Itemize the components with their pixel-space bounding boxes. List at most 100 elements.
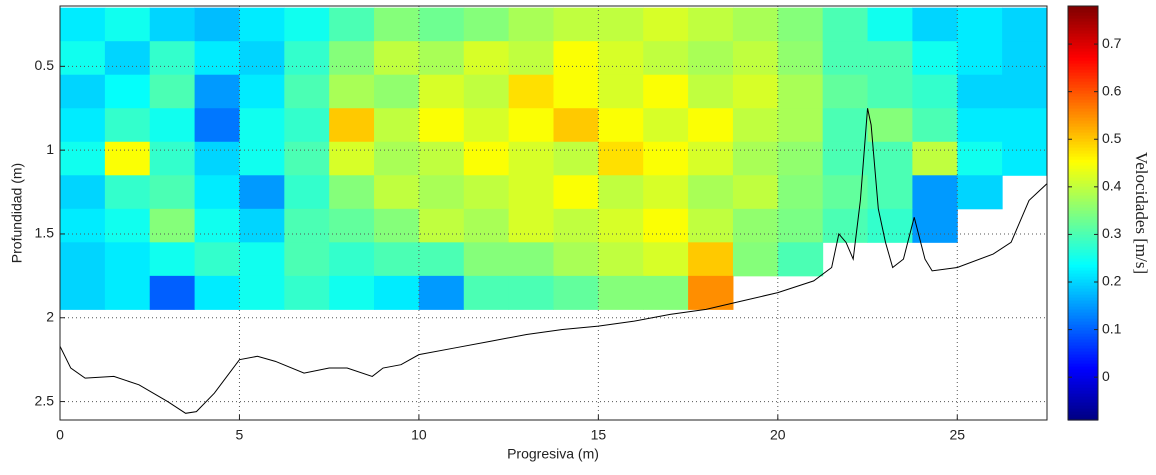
colorbar-swatch: [1068, 336, 1098, 340]
heatmap-cell: [777, 242, 824, 277]
colorbar-swatch: [1068, 342, 1098, 346]
colorbar-swatch: [1068, 135, 1098, 139]
colorbar-swatch: [1068, 132, 1098, 136]
colorbar-swatch: [1068, 270, 1098, 274]
colorbar-swatch: [1068, 174, 1098, 178]
heatmap-cell: [732, 242, 779, 277]
colorbar-swatch: [1068, 204, 1098, 208]
heatmap-cell: [688, 108, 734, 143]
heatmap-cell: [194, 208, 240, 243]
colorbar-swatch: [1068, 291, 1098, 295]
colorbar-swatch: [1068, 27, 1098, 31]
heatmap-cell: [822, 208, 869, 243]
heatmap-cell: [284, 108, 330, 143]
heatmap-cell: [688, 208, 734, 243]
heatmap-cell: [60, 108, 106, 143]
colorbar-tick-label: 0.2: [1102, 273, 1122, 289]
colorbar-swatch: [1068, 96, 1098, 100]
x-tick-label: 20: [770, 427, 786, 443]
heatmap-cell: [104, 208, 151, 243]
colorbar-swatch: [1068, 252, 1098, 256]
x-tick-label: 15: [591, 427, 607, 443]
colorbar-swatch: [1068, 39, 1098, 43]
heatmap-cell: [1002, 41, 1047, 76]
heatmap-cell: [329, 41, 375, 76]
colorbar-swatch: [1068, 75, 1098, 79]
colorbar-tick-label: 0.3: [1102, 225, 1122, 241]
heatmap-cell: [553, 208, 599, 243]
heatmap-cell: [463, 7, 510, 42]
colorbar-swatch: [1068, 405, 1098, 409]
heatmap-cell: [867, 7, 913, 42]
colorbar-swatch: [1068, 225, 1098, 229]
heatmap-cell: [688, 41, 734, 76]
colorbar-swatch: [1068, 417, 1098, 421]
heatmap-cell: [1002, 74, 1047, 109]
heatmap-cell: [418, 175, 465, 210]
heatmap-cell: [822, 108, 869, 143]
heatmap-cell: [643, 208, 689, 243]
colorbar-swatch: [1068, 6, 1098, 10]
colorbar-swatch: [1068, 84, 1098, 88]
heatmap-cell: [329, 7, 375, 42]
colorbar-swatch: [1068, 45, 1098, 49]
heatmap-cell: [149, 275, 196, 310]
colorbar-swatch: [1068, 117, 1098, 121]
heatmap-cell: [732, 141, 779, 176]
heatmap-cell: [104, 242, 151, 277]
heatmap-cell: [508, 7, 554, 42]
heatmap-cell: [822, 7, 869, 42]
heatmap-cell: [284, 41, 330, 76]
heatmap-cell: [822, 41, 869, 76]
colorbar-swatch: [1068, 369, 1098, 373]
heatmap-cell: [688, 175, 734, 210]
colorbar-swatch: [1068, 381, 1098, 385]
heatmap-cell: [239, 141, 285, 176]
heatmap-cell: [284, 7, 330, 42]
heatmap-cell: [418, 242, 465, 277]
heatmap-cell: [822, 74, 869, 109]
y-tick-label: 2.5: [35, 392, 55, 408]
colorbar-swatch: [1068, 192, 1098, 196]
colorbar: [1068, 6, 1098, 421]
heatmap-cell: [643, 74, 689, 109]
heatmap-cell: [60, 41, 106, 76]
heatmap-cell: [149, 175, 196, 210]
colorbar-swatch: [1068, 339, 1098, 343]
colorbar-swatch: [1068, 57, 1098, 61]
colorbar-swatch: [1068, 330, 1098, 334]
colorbar-swatch: [1068, 282, 1098, 286]
heatmap-cell: [553, 74, 599, 109]
heatmap-cell: [374, 242, 420, 277]
heatmap-cell: [374, 275, 420, 310]
heatmap-cell: [553, 275, 599, 310]
colorbar-label: Velocidades [m/s]: [1132, 152, 1151, 274]
heatmap-cell: [374, 141, 420, 176]
heatmap-cell: [912, 208, 958, 243]
colorbar-swatch: [1068, 360, 1098, 364]
colorbar-swatch: [1068, 120, 1098, 124]
colorbar-swatch: [1068, 231, 1098, 235]
colorbar-swatch: [1068, 327, 1098, 331]
heatmap-cell: [239, 7, 285, 42]
colorbar-swatch: [1068, 66, 1098, 70]
heatmap-cell: [284, 141, 330, 176]
heatmap-cell: [104, 74, 151, 109]
heatmap-cell: [463, 175, 510, 210]
profile-layer: [60, 108, 1047, 414]
colorbar-swatch: [1068, 114, 1098, 118]
heatmap-cell: [553, 141, 599, 176]
colorbar-swatch: [1068, 222, 1098, 226]
heatmap-cell: [912, 74, 958, 109]
heatmap-cell: [463, 74, 510, 109]
colorbar-swatch: [1068, 153, 1098, 157]
colorbar-swatch: [1068, 144, 1098, 148]
heatmap-cell: [60, 242, 106, 277]
colorbar-swatch: [1068, 123, 1098, 127]
colorbar-tick-label: 0.4: [1102, 178, 1122, 194]
heatmap-cell: [149, 242, 196, 277]
heatmap-cell: [194, 7, 240, 42]
heatmap-cell: [329, 74, 375, 109]
colorbar-swatch: [1068, 309, 1098, 313]
heatmap-cell: [867, 108, 913, 143]
